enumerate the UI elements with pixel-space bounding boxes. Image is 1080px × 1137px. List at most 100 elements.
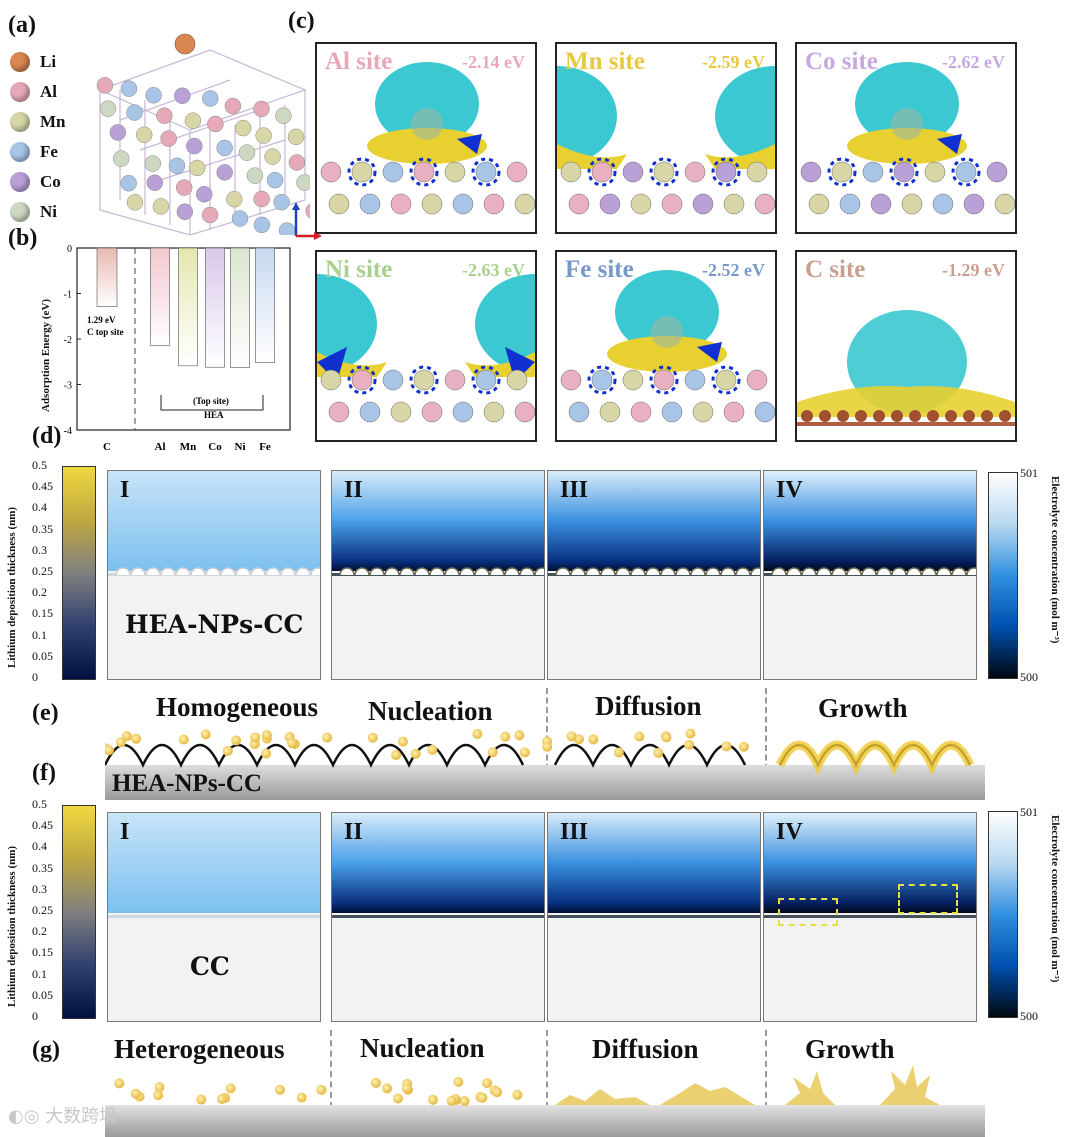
nanoparticle-bumps [105, 743, 525, 768]
crystal-atom [202, 90, 219, 107]
thickness-tick: 0.1 [32, 627, 47, 642]
sim-stage-label: II [344, 819, 363, 845]
legend-label: Co [40, 172, 61, 191]
thickness-colorbar [62, 805, 96, 1019]
sim-stage-label: IV [776, 819, 803, 845]
thickness-tick: 0.5 [32, 797, 47, 811]
thickness-tick: 0 [32, 670, 38, 684]
li-particle [613, 747, 624, 758]
charge-density-isosurface [320, 62, 535, 215]
electrolyte-region [108, 813, 320, 913]
li-particle [427, 744, 438, 755]
g-heterogeneous-schematic [105, 1065, 985, 1137]
li-particle [225, 1083, 236, 1094]
concentration-colorbar-label: Electrolyte concentration (mol m⁻³) [1049, 815, 1061, 983]
site-panel-mn-site: Mn site -2.59 eV [555, 42, 777, 234]
li-particle [519, 747, 530, 758]
nanoparticle-bumps [553, 743, 747, 768]
crystal-atom [152, 198, 170, 215]
li-particle [588, 734, 599, 745]
thickness-tick: 0.4 [32, 500, 47, 515]
li-particle [250, 732, 261, 743]
legend-item-li: Li [10, 52, 56, 72]
concentration-min: 500 [1020, 1009, 1038, 1023]
li-particle [115, 737, 126, 748]
thickness-tick: 0.3 [32, 881, 47, 896]
site-name: Fe site [565, 256, 634, 283]
sim-frame-2: II [331, 812, 545, 1022]
crystal-atom [188, 159, 206, 177]
thickness-tick: 0.05 [32, 987, 53, 1002]
charge-density-isosurface [560, 270, 775, 423]
site-name: Ni site [325, 256, 393, 283]
atom-li-icon [10, 52, 30, 72]
crystal-atom [186, 137, 203, 155]
bar-c [96, 247, 118, 307]
hea-annotation-line1: (Top site) [193, 396, 229, 406]
e-substrate-label: HEA-NPs-CC [112, 770, 262, 797]
legend-label: Li [40, 52, 57, 71]
crystal-atom [288, 154, 306, 171]
li-particle [684, 739, 695, 750]
li-particle [274, 1084, 285, 1095]
li-particle [261, 730, 272, 741]
li-particle [514, 730, 525, 741]
li-particle [367, 732, 378, 743]
li-particle [391, 749, 402, 760]
sim-stage-label: I [120, 477, 130, 503]
site-energy: -2.52 eV [702, 260, 765, 280]
thickness-tick: 0 [32, 1009, 38, 1023]
legend-item-co: Co [10, 172, 61, 192]
thickness-colorbar-label: Lithium deposition thickness (nm) [6, 845, 18, 1007]
crystal-atom [175, 179, 193, 196]
panel-label-d: (d) [32, 423, 62, 449]
crystal-atom [231, 210, 249, 227]
crystal-atom [255, 127, 272, 144]
legend-label: Ni [40, 202, 57, 221]
crystal-atom [273, 193, 290, 211]
adsorption-energy-chart: 0 -1 -2 -3 -4 C Al Mn Co Ni Fe 1.29 eV C top site… [64, 244, 291, 453]
g-stage-heterogeneous: Heterogeneous [114, 1034, 285, 1064]
crystal-atom [112, 150, 130, 167]
nanoparticle-array [555, 567, 760, 576]
g-dendrite-growth [785, 1065, 940, 1105]
sim-frame-4: IV [763, 812, 977, 1022]
panel-label-a: (a) [8, 12, 36, 38]
li-particle [222, 745, 233, 756]
c-annotation-line2: C top site [87, 327, 124, 337]
li-particle [296, 1092, 307, 1103]
crystal-atom [266, 171, 284, 189]
sim-stage-label: III [560, 477, 589, 503]
hea-bracket [160, 395, 264, 411]
li-particle [477, 1092, 488, 1103]
bar-al [150, 247, 170, 346]
concentration-colorbar-label: Electrolyte concentration (mol m⁻³) [1049, 476, 1061, 644]
thickness-tick: 0.45 [32, 818, 53, 833]
x-tick-label: Co [208, 441, 222, 453]
sim-stage-label: II [344, 477, 363, 503]
crystal-atom [156, 107, 173, 124]
thickness-tick: 0.35 [32, 521, 53, 536]
g-divider-3 [765, 1030, 767, 1108]
legend-item-al: Al [10, 82, 57, 102]
crystal-atom [144, 155, 161, 172]
sim-frame-3: III [547, 812, 761, 1022]
legend-label: Mn [40, 112, 66, 131]
g-stage-nucleation: Nucleation [360, 1033, 485, 1063]
crystal-atom [160, 130, 177, 147]
li-particle [200, 729, 211, 740]
crystal-atom [287, 128, 305, 146]
li-particle [661, 732, 672, 743]
crystal-atom [253, 100, 270, 118]
thickness-tick: 0.25 [32, 903, 53, 917]
site-name: Al site [325, 48, 393, 75]
deposition-layer [108, 915, 320, 918]
thickness-colorbar-label: Lithium deposition thickness (nm) [6, 506, 18, 668]
charge-density-isosurface [797, 310, 1015, 426]
crystal-atom [224, 97, 242, 115]
li-particle [231, 735, 242, 746]
site-name: C site [805, 256, 866, 283]
li-particle [154, 1082, 165, 1093]
crystal-atom [253, 216, 271, 234]
legend-label: Fe [40, 142, 58, 161]
